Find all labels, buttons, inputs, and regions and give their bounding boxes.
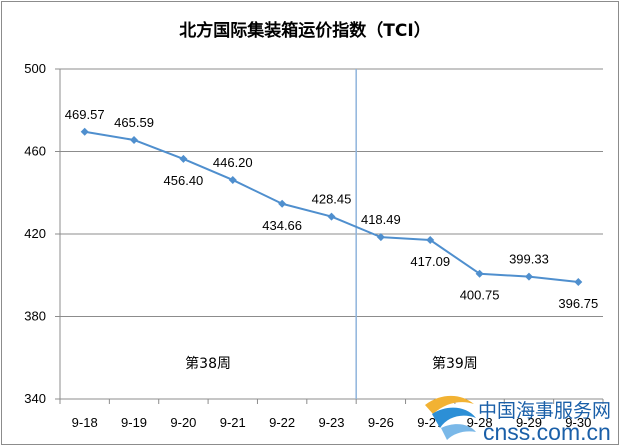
data-point	[426, 236, 435, 245]
data-label: 396.75	[558, 296, 598, 311]
x-tick-label: 9-22	[269, 415, 295, 430]
x-tick-label: 9-23	[318, 415, 344, 430]
data-point	[376, 233, 385, 242]
watermark-en: cnss.com.cn	[483, 419, 611, 445]
data-point	[228, 175, 237, 184]
grid-lines	[60, 68, 603, 317]
y-tick-label: 500	[24, 61, 46, 76]
data-label: 428.45	[312, 192, 352, 207]
data-label: 446.20	[213, 155, 253, 170]
watermark-cn: 中国海事服务网	[478, 400, 611, 422]
watermark: 中国海事服务网 cnss.com.cn	[425, 395, 611, 445]
x-tick-label: 9-30	[565, 415, 591, 430]
week-label: 第39周	[432, 355, 478, 372]
y-tick-label: 380	[24, 309, 46, 324]
data-label: 434.66	[262, 218, 302, 233]
x-tick-label: 9-18	[72, 415, 98, 430]
week-label: 第38周	[185, 355, 231, 372]
y-tick-label: 460	[24, 144, 46, 159]
data-label: 417.09	[410, 254, 450, 269]
y-tick-label: 340	[24, 391, 46, 406]
axes	[55, 68, 604, 404]
data-point	[574, 277, 583, 286]
chart-title: 北方国际集装箱运价指数（TCI）	[179, 20, 430, 41]
data-label: 456.40	[164, 173, 204, 188]
y-tick-label: 420	[24, 226, 46, 241]
x-tick-label: 9-26	[368, 415, 394, 430]
series-tci	[80, 127, 583, 286]
data-label: 399.33	[509, 252, 549, 267]
data-point	[179, 154, 188, 163]
series-line	[84, 130, 579, 283]
week-labels: 第38周 第39周	[185, 355, 478, 372]
bird-logo-icon	[425, 395, 476, 440]
data-label: 469.57	[65, 107, 105, 122]
x-tick-label: 9-29	[516, 415, 542, 430]
data-point	[327, 212, 336, 221]
data-point	[475, 269, 484, 278]
data-label: 418.49	[361, 212, 401, 227]
data-point	[130, 135, 139, 144]
x-tick-label: 9-20	[170, 415, 196, 430]
data-point	[524, 272, 533, 281]
data-label: 400.75	[460, 288, 500, 303]
x-tick-label: 9-19	[121, 415, 147, 430]
data-label: 465.59	[114, 115, 154, 130]
data-point	[80, 127, 89, 136]
data-labels: 469.57 465.59 456.40 446.20 434.66 428.45 418.…	[65, 107, 598, 311]
y-tick-labels: 340 380 420 460 500	[24, 61, 46, 406]
data-point	[278, 199, 287, 208]
x-tick-label: 9-21	[220, 415, 246, 430]
x-tick-label: 9-28	[467, 415, 493, 430]
